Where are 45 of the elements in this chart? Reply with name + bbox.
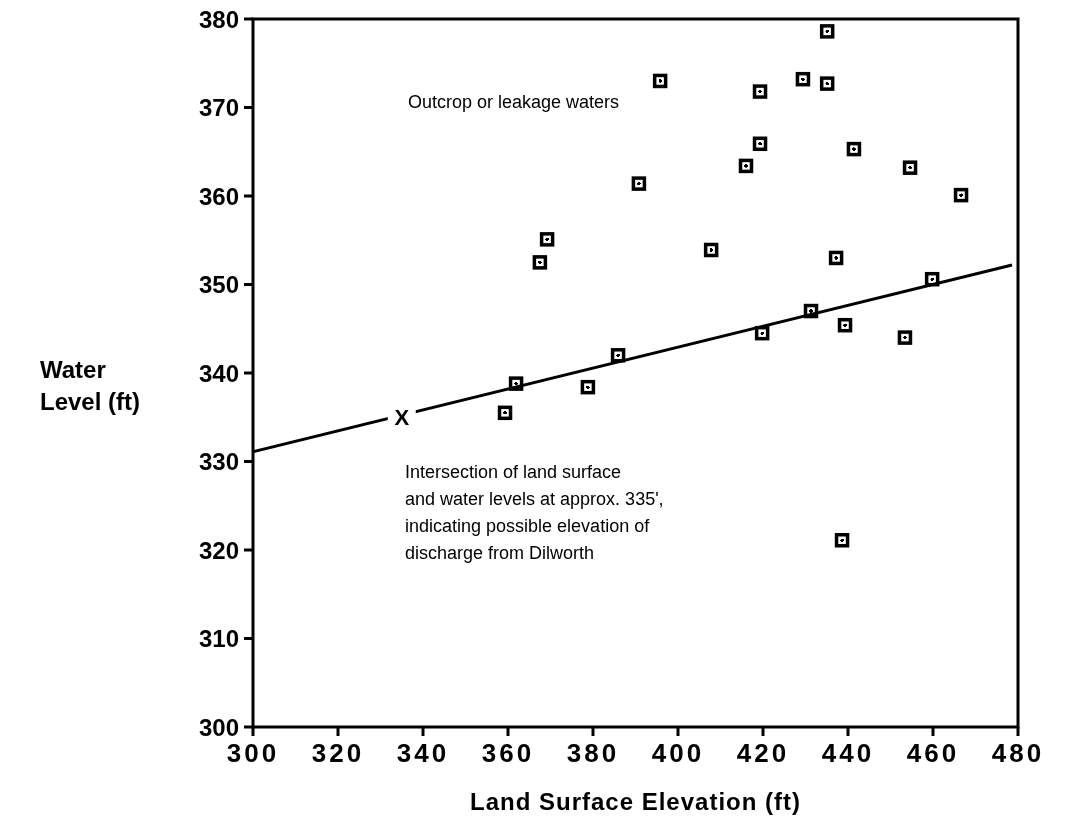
point (828, 250, 844, 266)
x-tick-label: 440 (821, 738, 875, 768)
point (752, 84, 768, 99)
point (902, 160, 918, 175)
point (834, 533, 850, 548)
annotation: Intersection of land surface and water levels at approx. 335', indicating possible elevation of discharge from Dilworth (405, 462, 664, 563)
point (580, 379, 596, 395)
y-tick-label: 370 (198, 94, 239, 121)
point (752, 136, 768, 152)
y-tick-label: 310 (198, 625, 239, 652)
x-tick-label: 340 (396, 738, 450, 768)
x-axis-title: Land Surface Elevation (ft) (469, 788, 802, 815)
point (497, 405, 513, 421)
y-tick-label: 380 (198, 5, 239, 33)
point (610, 348, 626, 363)
x-tick-label: 360 (481, 738, 535, 768)
y-tick-label: 300 (198, 713, 239, 741)
y-tick-label: 360 (198, 182, 239, 210)
point (738, 158, 754, 174)
point (897, 330, 913, 345)
point (837, 317, 853, 333)
point (846, 141, 862, 157)
x-tick-label: 400 (651, 738, 705, 768)
point (532, 255, 548, 270)
x-tick-label: 420 (736, 738, 790, 768)
x-tick-label: 380 (566, 738, 620, 768)
x-tick-label: 480 (991, 738, 1045, 768)
y-tick-label: 330 (198, 448, 239, 475)
point (795, 71, 811, 87)
point (539, 232, 555, 247)
y-tick-label: 340 (198, 359, 239, 387)
point (819, 76, 835, 91)
x-tick-label: 300 (226, 738, 280, 768)
y-tick-label: 320 (198, 536, 239, 564)
y-axis-title: Water Level (ft) (40, 356, 141, 415)
point (703, 242, 719, 258)
annotation: X (394, 404, 410, 430)
y-tick-label: 350 (198, 271, 239, 298)
point (631, 176, 647, 191)
annotation: Outcrop or leakage waters (408, 92, 620, 112)
x-tick-label: 460 (906, 738, 960, 768)
point (953, 187, 969, 203)
x-tick-label: 320 (311, 738, 365, 768)
point (819, 24, 835, 39)
point (652, 73, 668, 89)
